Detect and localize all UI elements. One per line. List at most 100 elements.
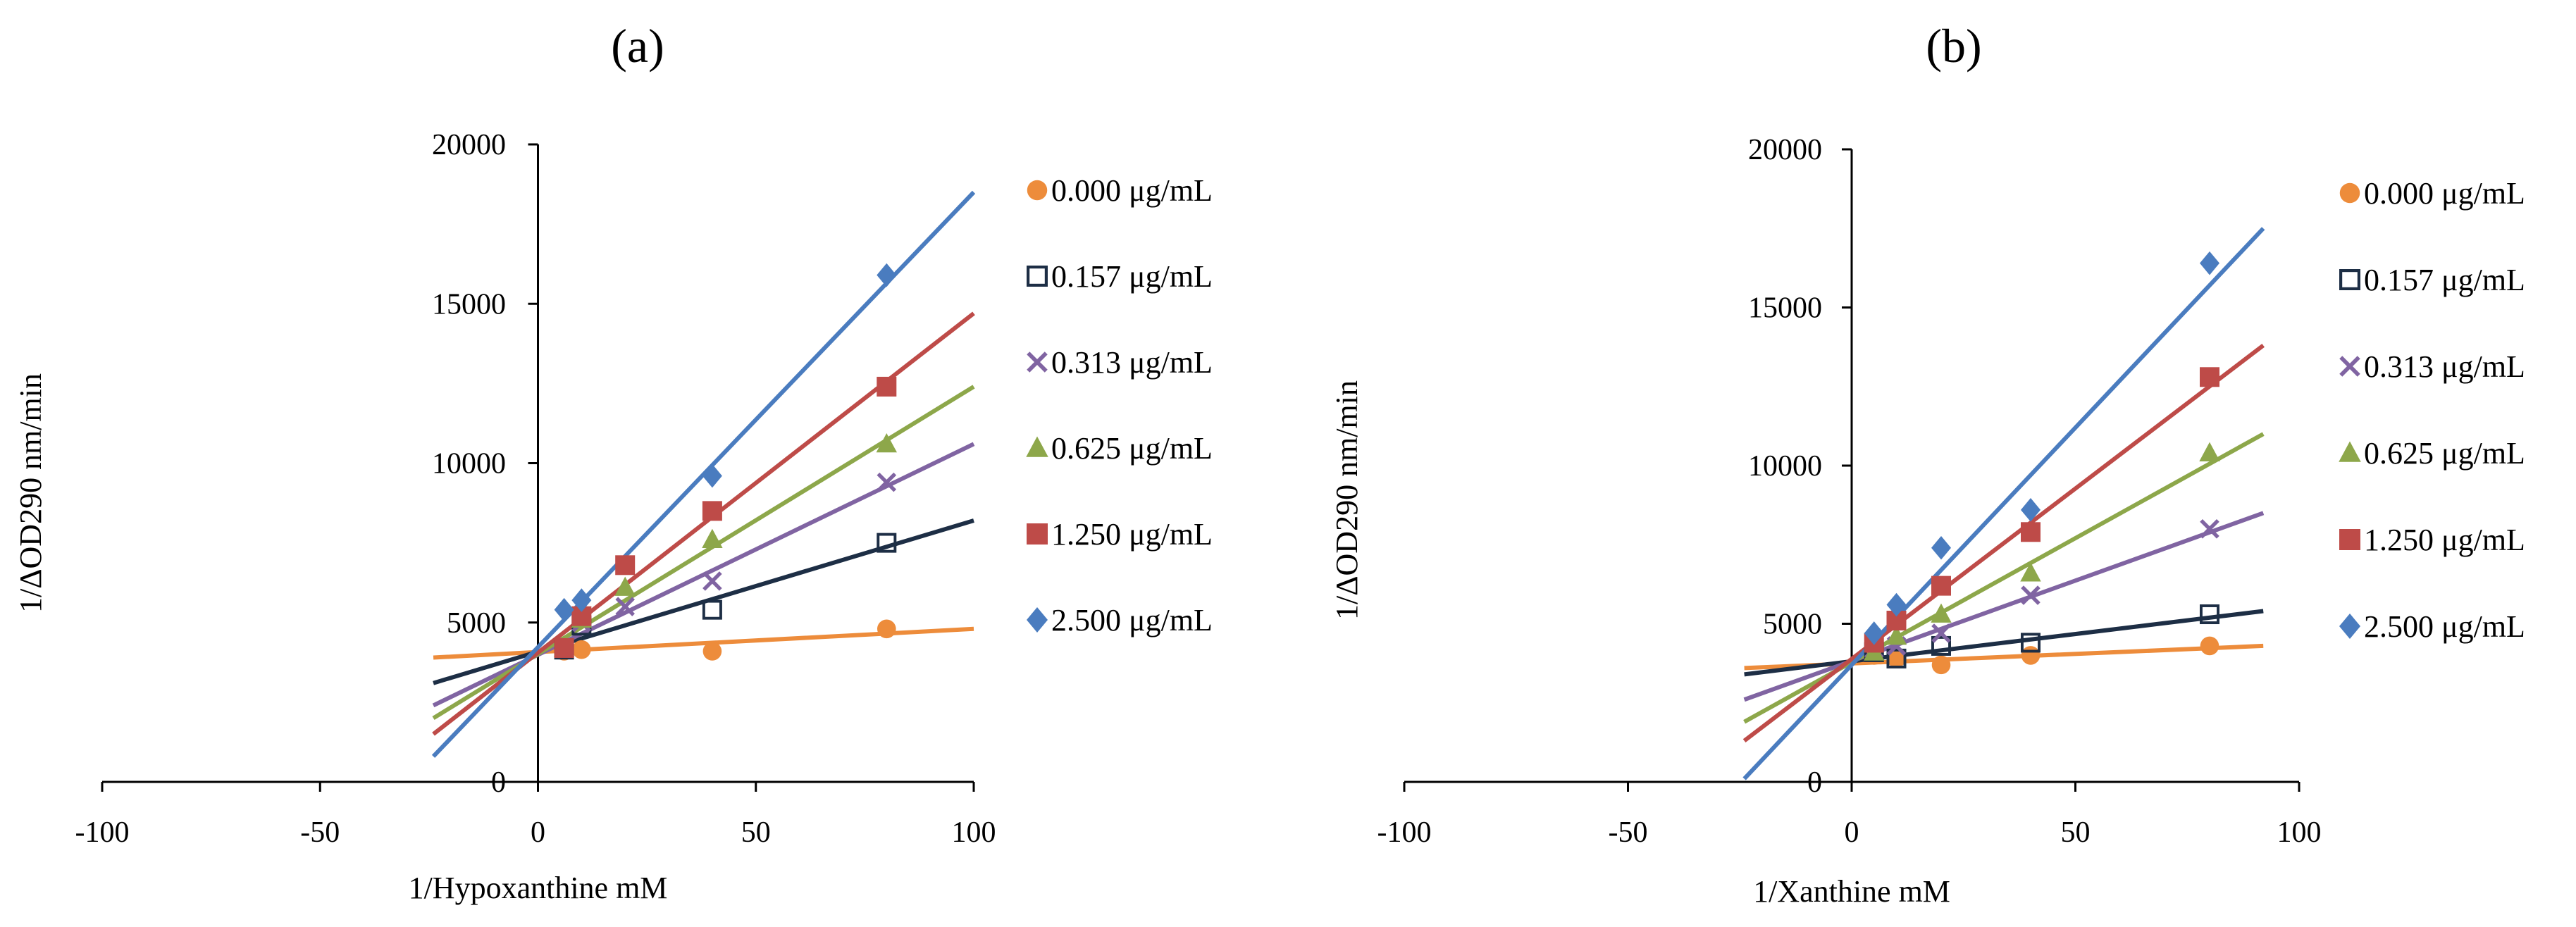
data-point [2020,633,2041,653]
x-tick-label: 0 [1845,816,1859,849]
y-tick-label: 20000 [1748,134,1822,166]
y-tick-label: 10000 [432,448,506,480]
data-point [876,433,897,453]
data-point [1931,655,1951,675]
legend-label: 0.313 μg/mL [2364,349,2525,384]
panel-label: (a) [611,19,664,73]
legend-marker [2339,441,2361,462]
legend: 0.000 μg/mL 0.157 μg/mL 0.313 μg/mL 0.625 μ… [2339,176,2525,644]
data-point [2020,562,2041,582]
data-point [1931,576,1951,596]
legend-label: 0.157 μg/mL [2364,263,2525,297]
data-point [615,555,636,576]
y-axis-title: 1/ΔOD290 nm/min [1330,380,1364,620]
data-point [702,528,723,548]
legend-marker [2339,182,2360,204]
data-point [614,576,636,596]
legend-marker [2339,614,2360,639]
data-point [572,640,591,659]
data-point [1886,592,1907,617]
y-tick-label: 0 [491,766,506,799]
legend-label: 0.625 μg/mL [1051,431,1213,466]
data-point [554,637,574,658]
x-tick-label: -100 [1377,816,1432,849]
x-tick-label: 50 [741,816,771,849]
legend-marker [2339,356,2360,377]
series-5-points [1864,251,2219,645]
x-tick-label: -50 [1609,816,1648,849]
data-point [2200,636,2219,656]
x-tick-label: 100 [952,816,996,849]
chart-panel-0: (a) -100 -50 0 50 100 0 5000 10000 15000 20000 1/Hy… [13,19,1213,905]
trendline-series-5 [1742,227,2265,780]
data-point [1886,648,1907,668]
legend-marker [1026,266,1048,287]
y-tick-label: 5000 [447,607,506,640]
data-point [702,464,722,488]
data-point [1931,623,1951,643]
legend-label: 0.625 μg/mL [2364,436,2525,471]
data-point [2200,367,2219,387]
y-tick-label: 5000 [1763,609,1822,641]
data-point [702,501,722,521]
data-point [877,533,897,553]
legend-label: 0.000 μg/mL [1051,173,1213,208]
data-point [877,263,897,287]
legend-marker [2339,529,2360,550]
data-point [1931,535,1951,560]
data-point [571,588,592,612]
x-tick-label: 100 [2277,816,2322,849]
y-tick-label: 0 [1807,766,1822,799]
legend-marker [1027,523,1048,545]
data-point [702,571,722,591]
data-point [877,472,897,492]
y-tick-label: 15000 [1748,292,1822,325]
legend-marker [1027,607,1048,633]
trendline-series-3 [1743,432,2265,724]
trendline-series-1 [1744,609,2264,677]
series-5-points [554,263,897,622]
legend-marker [1027,180,1048,201]
data-point [2200,519,2219,539]
legend-label: 0.313 μg/mL [1051,345,1213,380]
data-point [2200,251,2219,275]
trendline-series-5 [431,190,976,758]
data-point [1887,649,1906,668]
data-point [2021,522,2041,542]
series-4-points [554,376,897,658]
data-point [554,597,574,622]
x-tick-label: -50 [300,816,340,849]
data-point [2021,646,2041,665]
trendline-series-4 [1742,343,2265,743]
data-point [877,619,896,639]
panel-label: (b) [1926,19,1981,73]
legend-marker [1026,436,1048,457]
data-point [702,642,722,661]
chart-panel-1: (b) -100 -50 0 50 100 0 5000 10000 15000 20000 1/Xa… [1330,19,2525,909]
legend-label: 2.500 μg/mL [2364,609,2525,644]
y-tick-label: 15000 [432,288,506,321]
data-point [615,597,635,616]
data-point [1864,621,1884,645]
legend-marker [1027,351,1048,373]
data-point [1885,626,1907,645]
legend-marker [2339,269,2361,291]
legend-label: 0.157 μg/mL [1051,259,1213,294]
data-point [1931,603,1952,623]
x-tick-label: -100 [75,816,130,849]
data-point [2199,442,2220,461]
legend: 0.000 μg/mL 0.157 μg/mL 0.313 μg/mL 0.625 μ… [1026,173,1213,637]
legend-label: 2.500 μg/mL [1051,603,1213,637]
legend-label: 1.250 μg/mL [2364,523,2525,557]
data-point [2021,498,2041,522]
data-point [877,376,897,397]
legend-label: 1.250 μg/mL [1051,517,1213,552]
y-tick-label: 10000 [1748,450,1822,483]
data-point [702,599,722,620]
x-tick-label: 0 [531,816,545,849]
data-point [2021,585,2041,605]
data-point [2199,604,2219,625]
data-point [1931,635,1951,656]
